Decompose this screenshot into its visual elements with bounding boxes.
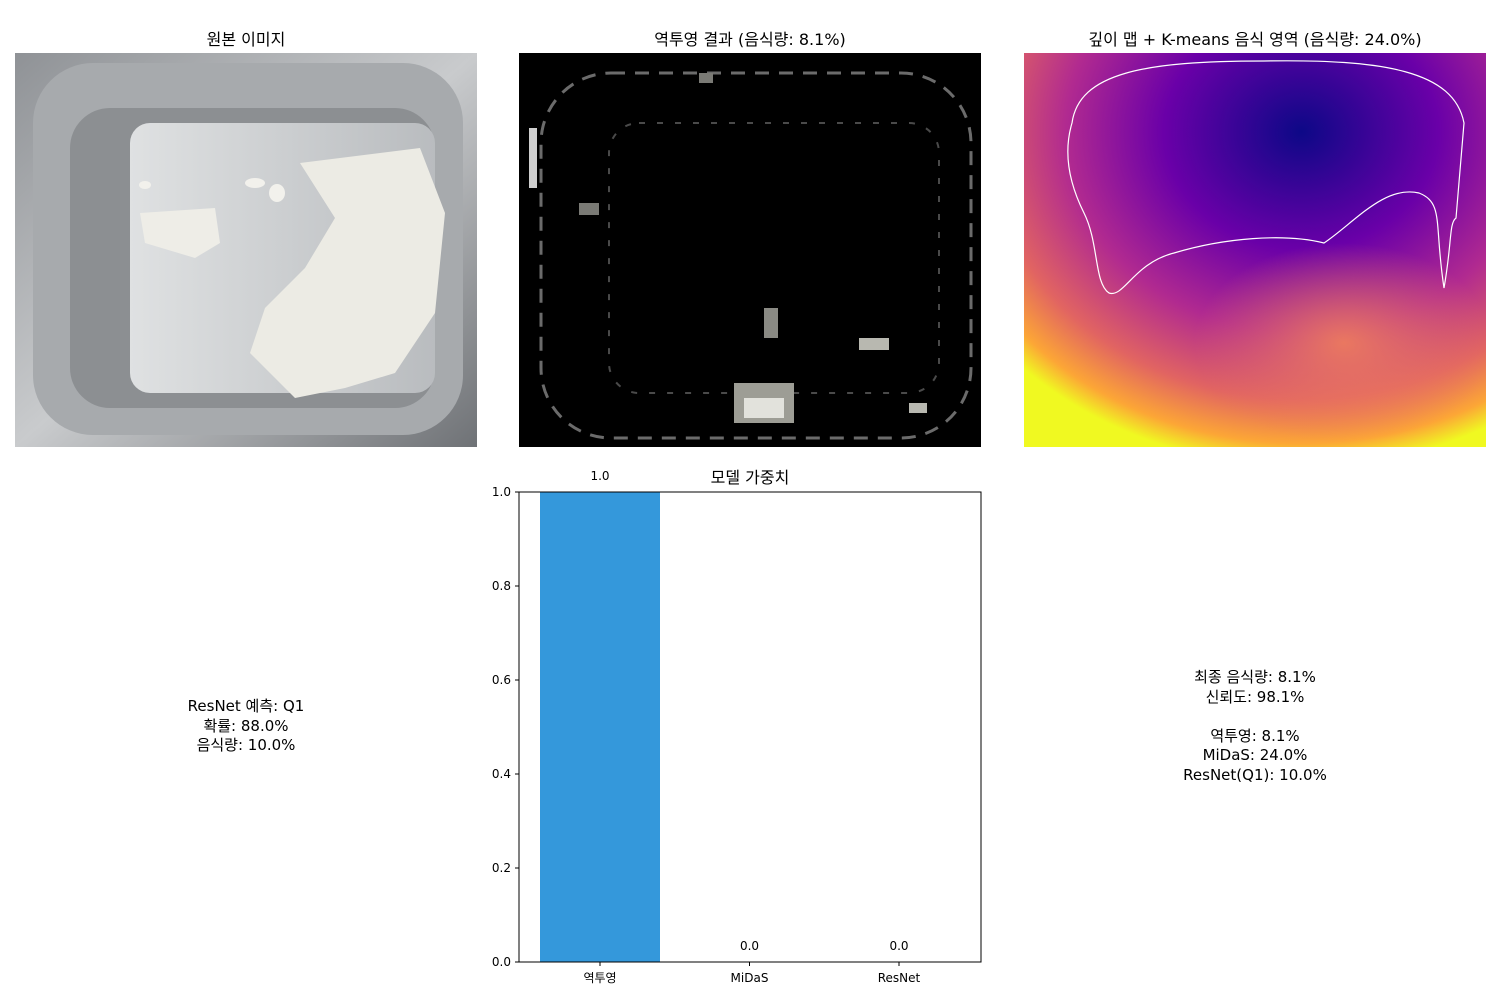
bar-value-label: 0.0 (889, 939, 908, 953)
final-result-text: 최종 음식량: 8.1% 신뢰도: 98.1% 역투영: 8.1% MiDaS:… (1183, 668, 1327, 784)
original-image (15, 53, 477, 447)
x-tick-label: MiDaS (731, 971, 769, 985)
backprojection-title: 역투영 결과 (음식량: 8.1%) (654, 30, 846, 49)
bar-1 (540, 492, 660, 962)
depth-map-title: 깊이 맵 + K-means 음식 영역 (음식량: 24.0%) (1088, 30, 1422, 49)
y-tick-label: 0.8 (492, 579, 511, 593)
x-tick-label: ResNet (878, 971, 921, 985)
y-tick-label: 0.4 (492, 767, 511, 781)
model-weight-chart: 모델 가중치 0.0 0.2 0.4 0.6 0.8 1.0 역투영 MiDaS ResNet… (492, 468, 982, 985)
bar-value-label: 1.0 (590, 469, 609, 483)
plot-frame (518, 491, 982, 963)
original-image-title: 원본 이미지 (206, 30, 286, 49)
x-axis: 역투영 MiDaS ResNet (583, 962, 921, 985)
rice-tray-photo (15, 53, 477, 447)
y-tick-label: 0.0 (492, 955, 511, 969)
resnet-prediction-text: ResNet 예측: Q1 확률: 88.0% 음식량: 10.0% (187, 697, 305, 754)
bar-value-labels: 1.0 0.0 0.0 (590, 469, 908, 953)
bars (540, 492, 660, 962)
y-tick-label: 0.6 (492, 673, 511, 687)
depth-map-image (1024, 53, 1486, 447)
y-axis: 0.0 0.2 0.4 0.6 0.8 1.0 (492, 485, 519, 969)
bar-value-label: 0.0 (740, 939, 759, 953)
chart-title: 모델 가중치 (711, 468, 790, 487)
backprojection-mask (519, 53, 981, 447)
depth-map-heatmap (1024, 53, 1486, 447)
backprojection-image (519, 53, 981, 447)
y-tick-label: 0.2 (492, 861, 511, 875)
y-tick-label: 1.0 (492, 485, 511, 499)
x-tick-label: 역투영 (583, 971, 616, 985)
